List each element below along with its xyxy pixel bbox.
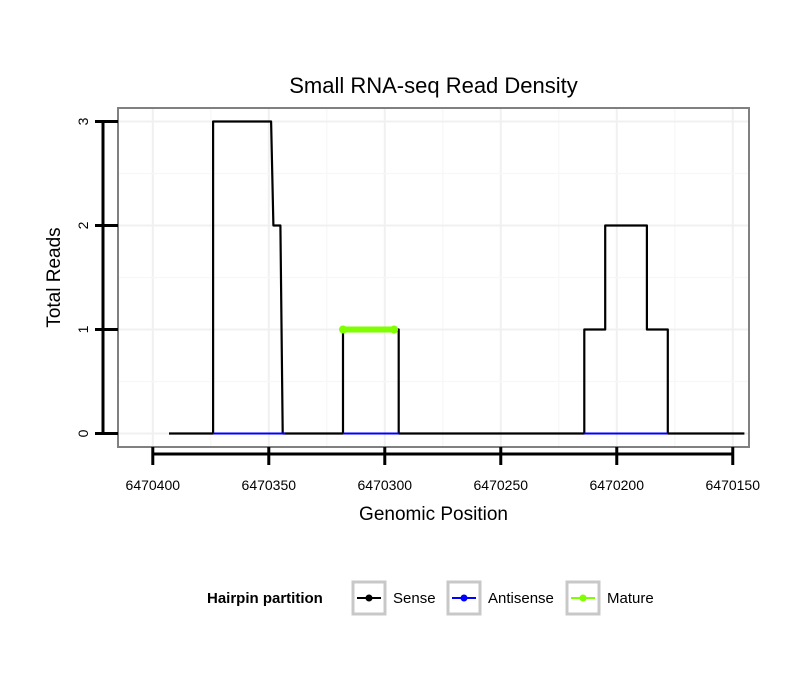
legend-entry-mature: Mature [565,580,654,616]
x-axis: 6470400 6470350 6470300 6470250 6470200 64701… [126,447,761,493]
x-tick-label: 6470300 [358,477,413,493]
x-tick-label: 6470150 [706,477,761,493]
legend-label-antisense: Antisense [488,590,554,607]
y-tick-label: 2 [75,221,91,229]
x-tick-label: 6470350 [242,477,297,493]
y-tick-label: 0 [75,429,91,437]
x-tick-label: 6470250 [474,477,529,493]
y-axis-title: Total Reads [44,227,65,327]
legend-label-sense: Sense [393,590,436,607]
plot-area: 6470400 6470350 6470300 6470250 6470200 64701… [75,107,761,493]
panel-border [117,107,750,448]
legend-entry-antisense: Antisense [446,580,554,616]
legend-key-point [579,594,587,602]
legend-title: Hairpin partition [207,590,323,607]
y-tick-label: 3 [75,117,91,125]
x-tick-label: 6470400 [126,477,181,493]
x-tick-label: 6470200 [590,477,645,493]
chart-title: Small RNA-seq Read Density [289,73,578,98]
y-tick-label: 1 [75,325,91,333]
series-mature-point [390,325,399,334]
y-axis: 0 1 2 3 [75,117,118,437]
legend-key-point [460,594,468,602]
series-mature-point [339,325,348,334]
legend-label-mature: Mature [607,590,654,607]
legend: Hairpin partition Sense Antisense Mature [207,580,654,616]
x-axis-title: Genomic Position [359,504,508,525]
legend-entry-sense: Sense [351,580,436,616]
legend-key-point [365,594,373,602]
